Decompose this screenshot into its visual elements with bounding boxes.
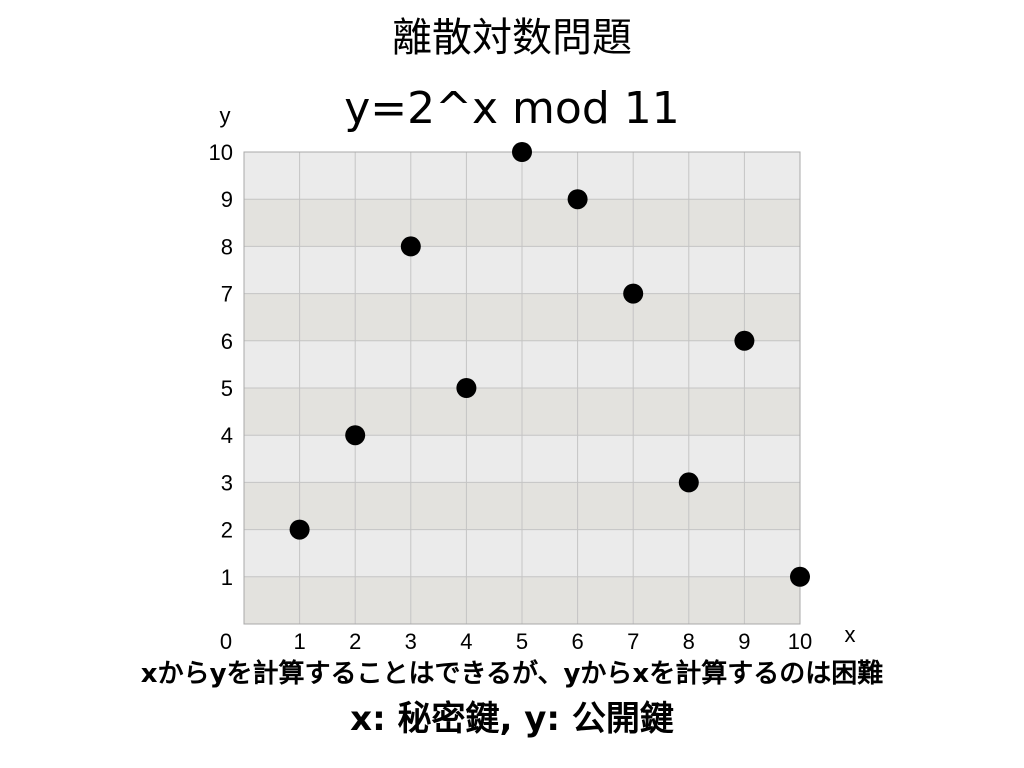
x-tick-label: 10 — [788, 629, 812, 654]
data-point — [345, 425, 366, 446]
x-tick-label: 8 — [683, 629, 695, 654]
key-note: x: 秘密鍵, y: 公開鍵 — [350, 699, 674, 739]
data-point — [512, 142, 532, 162]
x-tick-label: 2 — [349, 629, 361, 654]
data-point — [456, 378, 477, 398]
data-point — [400, 236, 421, 257]
y-tick-label: 5 — [221, 376, 233, 401]
slide-title: 離散対数問題 — [392, 15, 632, 61]
chart-title: y=2^x mod 11 — [344, 83, 680, 134]
x-tick-label: 0 — [220, 629, 232, 654]
x-axis-label: x — [845, 622, 856, 647]
data-point — [289, 519, 310, 540]
x-tick-label: 7 — [627, 629, 639, 654]
y-tick-label: 10 — [209, 140, 233, 165]
caption-text: xからyを計算することはできるが、yからxを計算するのは困難 — [140, 659, 884, 689]
data-point — [734, 330, 755, 351]
y-tick-label: 6 — [221, 329, 233, 354]
y-tick-label: 8 — [221, 234, 233, 259]
x-tick-label: 9 — [738, 629, 750, 654]
x-tick-label: 3 — [405, 629, 417, 654]
x-tick-label: 5 — [516, 629, 528, 654]
x-tick-label: 6 — [571, 629, 583, 654]
y-axis-label: y — [220, 103, 231, 128]
data-point — [623, 283, 644, 304]
y-tick-label: 9 — [221, 187, 233, 212]
y-tick-label: 2 — [221, 518, 233, 543]
data-point — [790, 566, 810, 587]
data-point — [678, 472, 699, 493]
data-point — [567, 189, 588, 210]
x-tick-label: 4 — [460, 629, 472, 654]
y-tick-label: 3 — [221, 470, 233, 495]
y-tick-label: 4 — [221, 423, 233, 448]
x-tick-label: 1 — [293, 629, 305, 654]
y-tick-label: 7 — [221, 282, 233, 307]
y-tick-label: 1 — [221, 565, 233, 590]
